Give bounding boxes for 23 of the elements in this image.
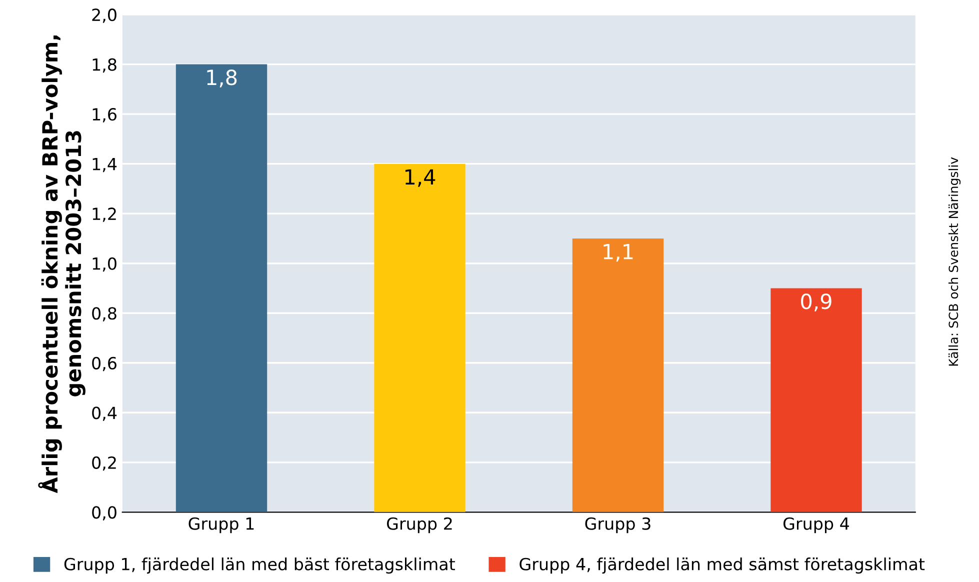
data-label: 1,8 <box>207 70 237 88</box>
y-tick-label: 1,6 <box>92 108 116 122</box>
x-tick-label: Grupp 2 <box>386 517 452 534</box>
y-axis-title: Årlig procentuell ökning av BRP-volym, genomsnitt 2003–2013 <box>38 36 86 494</box>
data-label: 1,4 <box>405 169 436 187</box>
y-tick-label: 0,6 <box>92 356 116 372</box>
x-tick-label: Grupp 1 <box>188 517 254 534</box>
y-tick-label: 1,8 <box>92 58 116 73</box>
y-tick-label: 1,2 <box>92 208 116 222</box>
y-tick-label: 0,4 <box>92 406 117 421</box>
y-tick-label: 0,8 <box>92 307 116 322</box>
y-tick-label: 0,2 <box>92 456 116 471</box>
y-tick-label: 1,4 <box>92 158 117 172</box>
y-tick-label: 1,0 <box>92 257 116 272</box>
legend-label: Grupp 4, fjärdedel län med sämst företagsklimat <box>520 558 925 574</box>
data-label: 1,1 <box>604 244 633 262</box>
y-tick-label: 0,0 <box>92 506 116 520</box>
data-label: 0,9 <box>801 293 832 312</box>
x-tick-label: Grupp 3 <box>585 517 650 534</box>
y-tick-label: 2,0 <box>92 8 116 23</box>
legend-label: Grupp 1, fjärdedel län med bäst företagsklimat <box>64 558 455 574</box>
x-tick-label: Grupp 4 <box>783 517 849 534</box>
text: Källa: SCB och Svenskt Näringsliv <box>948 157 961 366</box>
